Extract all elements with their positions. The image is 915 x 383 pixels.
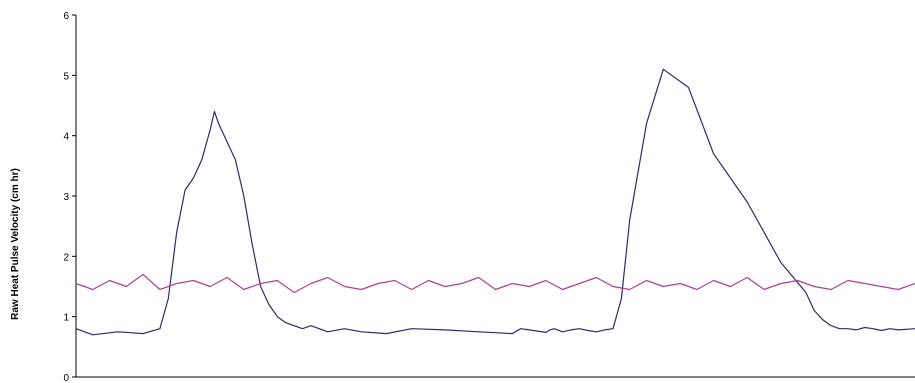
- series-layer: [75, 68, 915, 336]
- y-tick-label: 6: [63, 11, 69, 22]
- y-axis-title: Raw Heat Pulse Velocity (cm hr): [10, 168, 21, 320]
- series-line-2: [75, 273, 915, 294]
- y-tick-label: 1: [63, 313, 69, 324]
- series-line-1: [75, 68, 915, 336]
- axes: [75, 15, 915, 378]
- y-tick-label: 0: [63, 373, 69, 383]
- y-tick-label: 2: [63, 252, 69, 263]
- y-tick-label: 5: [63, 71, 69, 82]
- y-tick-label: 4: [63, 132, 69, 143]
- y-tick-label: 3: [63, 192, 69, 203]
- y-ticks: 0 1 2 3 4 5 6: [63, 11, 76, 383]
